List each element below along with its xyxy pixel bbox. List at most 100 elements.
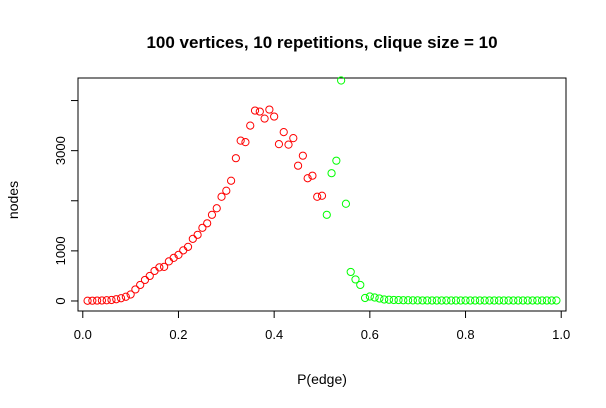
data-point — [274, 140, 284, 149]
data-point — [150, 266, 159, 276]
x-tick-label: 0.4 — [265, 327, 283, 342]
data-point — [188, 234, 197, 243]
chart-title: 100 vertices, 10 repetitions, clique siz… — [146, 33, 497, 52]
data-point — [456, 296, 465, 305]
data-point — [332, 156, 341, 165]
data-point — [552, 296, 561, 305]
data-point — [145, 271, 154, 281]
data-point — [241, 138, 250, 147]
data-point — [389, 295, 398, 305]
data-point — [528, 296, 537, 305]
x-tick-label: 0.0 — [74, 327, 92, 342]
data-point — [270, 112, 279, 121]
data-point — [207, 210, 217, 219]
data-point — [317, 191, 327, 200]
data-point — [461, 296, 470, 305]
data-point — [384, 295, 394, 304]
data-point — [140, 275, 150, 285]
data-point — [198, 223, 207, 232]
x-tick-label: 1.0 — [552, 327, 570, 342]
data-point — [83, 296, 92, 305]
data-point — [193, 230, 202, 239]
data-point — [212, 204, 221, 213]
data-point — [289, 134, 298, 143]
data-point — [250, 106, 260, 115]
x-tick-label: 0.6 — [361, 327, 379, 342]
data-point — [284, 140, 293, 149]
data-point — [518, 296, 528, 305]
data-point — [131, 285, 140, 294]
data-point — [341, 199, 351, 208]
data-point — [97, 296, 107, 305]
data-point — [102, 296, 111, 305]
data-point — [313, 192, 322, 201]
data-point — [509, 296, 518, 305]
data-point — [183, 242, 193, 251]
data-point — [542, 296, 551, 305]
y-tick-label: 1000 — [53, 236, 68, 265]
data-point — [499, 296, 508, 305]
data-point — [298, 151, 307, 160]
data-point — [523, 296, 532, 305]
data-point — [121, 292, 130, 301]
data-point — [442, 296, 451, 305]
data-point — [231, 154, 240, 163]
data-point — [504, 296, 513, 305]
data-point — [404, 296, 413, 305]
data-point — [480, 296, 489, 305]
data-point — [112, 295, 121, 304]
data-point — [126, 290, 135, 299]
data-point — [346, 267, 355, 277]
data-point — [93, 296, 102, 305]
data-point — [246, 121, 255, 130]
data-point — [399, 296, 408, 305]
data-point — [217, 192, 226, 201]
data-point — [375, 294, 384, 303]
data-point — [265, 105, 274, 114]
y-tick-label: 0 — [53, 297, 68, 304]
data-point — [279, 128, 288, 137]
data-point — [351, 275, 360, 284]
data-point — [164, 257, 174, 266]
data-point — [547, 296, 556, 305]
data-point — [365, 292, 374, 301]
data-point — [155, 263, 164, 272]
x-axis-label: P(edge) — [297, 371, 347, 387]
y-tick-label: 3000 — [53, 136, 68, 165]
data-point — [107, 295, 116, 305]
data-point — [418, 296, 427, 305]
data-point — [356, 280, 365, 290]
data-point — [413, 296, 422, 305]
data-point — [408, 296, 418, 305]
data-point — [260, 114, 269, 123]
data-point — [394, 295, 403, 305]
data-point — [174, 250, 183, 259]
data-point — [255, 107, 264, 116]
data-point — [370, 293, 379, 302]
data-point — [494, 296, 504, 305]
data-point — [236, 136, 245, 145]
data-point — [485, 296, 494, 305]
data-point — [423, 296, 432, 305]
data-point — [451, 296, 461, 305]
data-point — [303, 174, 312, 183]
data-point — [427, 296, 437, 305]
data-point — [327, 169, 336, 178]
data-point — [437, 296, 446, 305]
data-point — [447, 296, 456, 305]
x-tick-label: 0.8 — [456, 327, 474, 342]
data-points — [83, 76, 561, 305]
data-point — [380, 295, 389, 304]
data-point — [222, 186, 231, 195]
data-point — [432, 296, 441, 305]
data-point — [160, 262, 169, 272]
data-point — [203, 219, 212, 228]
data-point — [322, 210, 331, 219]
data-point — [360, 293, 370, 303]
data-point — [470, 296, 480, 305]
x-axis: 0.0 0.2 0.4 0.6 0.8 1.0 — [74, 310, 570, 342]
data-point — [537, 296, 547, 305]
data-point — [308, 171, 317, 180]
data-point — [533, 296, 542, 305]
